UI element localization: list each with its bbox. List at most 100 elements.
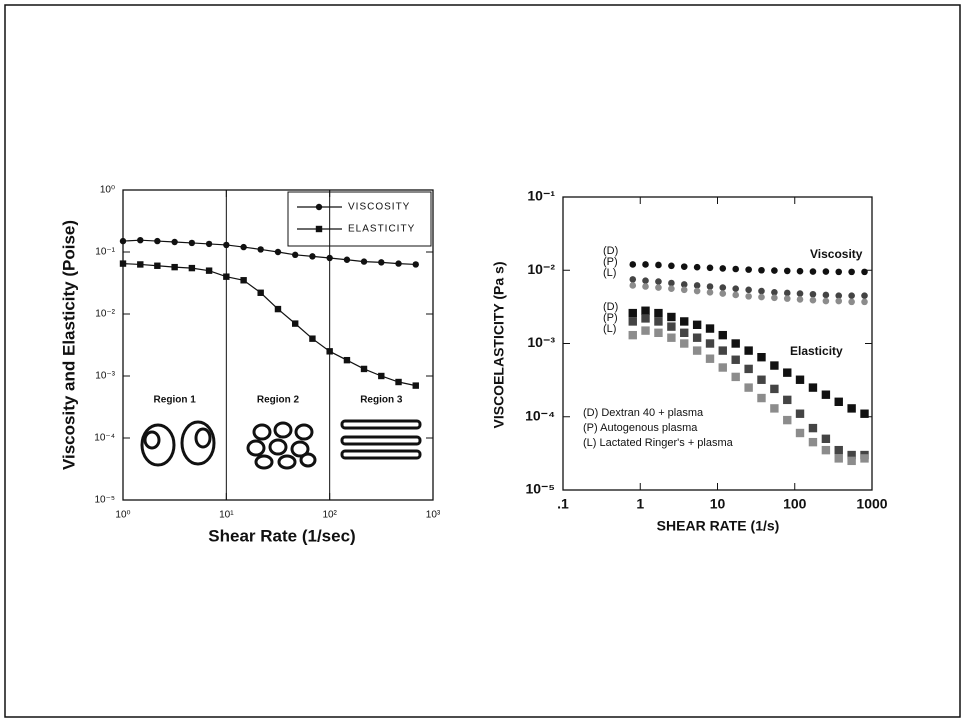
marker — [642, 261, 649, 268]
x-tick-label: .1 — [557, 496, 569, 512]
marker — [771, 267, 778, 274]
group-tag: (L) — [603, 267, 616, 279]
marker — [240, 277, 247, 284]
marker — [655, 284, 662, 291]
marker — [809, 296, 817, 304]
marker — [758, 266, 765, 274]
y-tick-label: 10⁻² — [527, 261, 555, 277]
chart: 10⁰ 10¹ 10² 10³ 10⁻⁵ 10⁻⁴ 10⁻³ 10⁻² 10⁻¹ 10⁰ Shear… — [59, 185, 440, 546]
marker — [822, 297, 830, 305]
marker — [732, 291, 739, 299]
marker — [668, 279, 675, 287]
marker — [835, 268, 843, 276]
marker — [154, 237, 161, 245]
marker — [835, 292, 843, 299]
marker — [171, 263, 178, 271]
marker — [654, 308, 663, 318]
marker — [758, 287, 765, 295]
marker — [274, 305, 282, 313]
y-axis-title: Viscosity and Elasticity (Poise) — [59, 220, 78, 470]
marker — [205, 267, 213, 274]
marker — [680, 317, 689, 326]
region-label: Region 2 — [257, 395, 300, 406]
marker — [693, 287, 701, 295]
marker — [292, 320, 299, 327]
x-tick-label: 10³ — [426, 510, 441, 521]
marker — [795, 409, 805, 418]
marker — [654, 317, 663, 326]
marker — [808, 423, 818, 433]
marker — [771, 289, 778, 296]
marker — [642, 277, 649, 285]
marker — [822, 268, 830, 275]
marker — [861, 292, 868, 299]
marker — [274, 248, 282, 256]
marker — [808, 383, 818, 392]
marker — [412, 261, 419, 268]
marker — [848, 292, 855, 299]
marker — [706, 289, 714, 296]
y-tick-label: 10⁻⁵ — [94, 495, 115, 506]
marker — [796, 296, 804, 303]
x-tick-label: 10⁰ — [115, 510, 130, 521]
marker — [719, 290, 727, 297]
marker — [847, 404, 856, 413]
y-tick-label: 10⁰ — [100, 185, 115, 196]
marker — [860, 409, 869, 418]
marker — [732, 265, 739, 273]
legend-marker — [315, 225, 323, 233]
marker — [834, 397, 843, 406]
marker — [821, 434, 831, 444]
x-tick-label: 10 — [710, 496, 726, 512]
marker — [758, 293, 765, 301]
marker — [796, 267, 804, 275]
marker — [692, 320, 702, 330]
marker — [770, 361, 779, 370]
region-label: Region 3 — [360, 395, 403, 406]
marker — [223, 273, 230, 280]
marker — [718, 346, 727, 355]
marker — [795, 375, 805, 384]
y-axis-title: VISCOELASTICITY (Pa s) — [491, 262, 507, 429]
legend-box — [287, 191, 432, 247]
marker — [705, 339, 715, 348]
marker — [655, 261, 662, 269]
marker — [719, 265, 727, 272]
marker — [757, 375, 766, 384]
legend-label: (L) Lactated Ringer's + plasma — [583, 437, 734, 449]
marker — [861, 268, 868, 276]
marker — [719, 284, 727, 291]
marker — [137, 261, 144, 268]
marker — [744, 364, 753, 374]
marker — [395, 260, 402, 267]
legend-label: (D) Dextran 40 + plasma — [583, 407, 704, 419]
marker — [641, 306, 650, 315]
marker — [744, 383, 753, 392]
marker — [360, 365, 368, 373]
marker — [667, 322, 676, 331]
marker — [706, 264, 714, 272]
marker — [731, 372, 740, 382]
marker — [821, 445, 831, 455]
marker — [809, 290, 817, 298]
cell-sketches — [140, 419, 422, 470]
marker — [718, 330, 727, 340]
marker — [154, 262, 161, 269]
marker — [745, 266, 752, 273]
marker — [732, 285, 739, 292]
x-tick-label: 100 — [783, 496, 807, 512]
legend-label: (P) Autogenous plasma — [583, 422, 698, 434]
y-tick-label: 10⁻⁴ — [94, 433, 115, 444]
marker — [718, 363, 727, 372]
x-tick-label: 10² — [322, 510, 337, 521]
marker — [745, 286, 752, 294]
marker — [693, 263, 701, 271]
marker — [343, 256, 351, 263]
marker — [655, 278, 662, 285]
marker — [292, 251, 299, 259]
marker — [628, 330, 637, 340]
region-label: Region 1 — [154, 395, 197, 406]
group-tag: (L) — [603, 323, 616, 335]
marker — [731, 355, 740, 364]
